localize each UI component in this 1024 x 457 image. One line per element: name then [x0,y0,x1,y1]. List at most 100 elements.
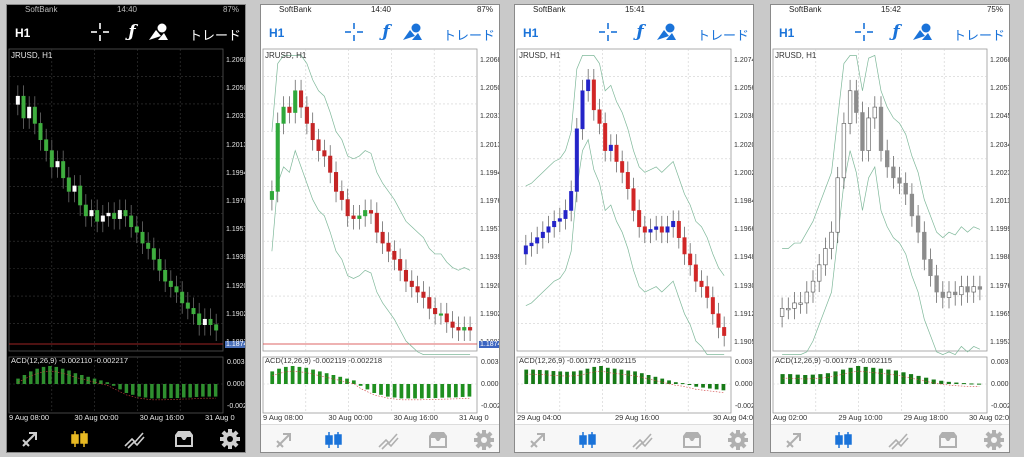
price-axis-tick: 1.2002 [734,169,754,177]
time-axis-tick: 29 Aug 16:00 [615,413,660,422]
candle [603,123,608,151]
battery-label: 87% [476,5,493,14]
settings-icon[interactable] [219,429,241,449]
objects-icon[interactable] [401,21,423,43]
price-chart[interactable]: JRUSD, H1 ACD(12,26,9) -0.001773 -0.0021… [771,47,1010,424]
macd-bar [131,384,135,395]
trade-button[interactable]: トレード [188,28,241,43]
quotes-icon[interactable] [783,430,805,450]
candle [557,218,562,222]
macd-axis-tick: 0.000 [481,381,499,388]
time-axis-tick: 29 Aug 18:00 [903,413,948,422]
quotes-icon[interactable] [273,430,295,450]
macd-bar [694,384,699,387]
price-axis-tick: 1.1988 [990,254,1010,262]
history-icon[interactable] [937,430,959,450]
chart-canvas[interactable] [261,47,500,424]
settings-icon[interactable] [473,430,495,450]
candle [275,123,280,192]
price-chart[interactable]: JRUSD, H1 ACD(12,26,9) -0.002119 -0.0022… [261,47,500,424]
price-chart[interactable]: JRUSD, H1 ACD(12,26,9) -0.001773 -0.0021… [515,47,754,424]
candle [345,199,350,217]
function-icon[interactable]: ƒ [382,22,390,42]
crosshair-icon[interactable] [597,21,619,43]
candle [841,123,847,179]
macd-bar [878,368,883,384]
crosshair-icon[interactable] [343,21,365,43]
candle [928,259,933,277]
trade-button[interactable]: トレード [696,28,749,43]
quotes-icon[interactable] [527,430,549,450]
settings-icon[interactable] [727,430,749,450]
candle [129,215,134,228]
candle [357,215,362,219]
objects-icon[interactable] [911,21,933,43]
candle [779,308,785,317]
trade-icon[interactable] [123,429,145,449]
time-axis-tick: 9 Aug 08:00 [263,413,304,422]
price-axis-tick: 1.1976 [480,198,500,205]
macd-bar [60,368,65,384]
candle [523,245,528,255]
price-chart[interactable]: JRUSD, H1 ACD(12,26,9) -0.002110 -0.0022… [7,47,246,424]
timeframe-button[interactable]: H1 [269,26,285,40]
price-axis-tick: 1.1939 [480,254,500,262]
timeframe-button[interactable]: H1 [15,26,31,40]
macd-bar [419,384,424,399]
crosshair-icon[interactable] [89,21,111,43]
candle [934,275,939,293]
timeframe-button[interactable]: H1 [779,26,795,40]
price-axis-tick: 1.1976 [990,282,1010,290]
candle [72,185,77,192]
function-icon[interactable]: ƒ [892,22,900,42]
status-bar: SoftBank 15:41 [515,5,753,15]
history-icon[interactable] [173,429,195,449]
macd-bar [924,377,929,384]
chart-canvas[interactable] [7,47,246,424]
macd-bar [399,384,404,399]
time-axis-tick: 30 Aug 00:00 [328,413,373,422]
chart-canvas[interactable] [515,47,754,424]
chart-icon[interactable] [577,430,599,450]
candle [55,161,60,168]
candle [847,90,853,124]
quotes-icon[interactable] [19,429,41,449]
trade-icon[interactable] [887,430,909,450]
candle [810,280,816,293]
function-icon[interactable]: ƒ [636,22,644,42]
macd-label: ACD(12,26,9) -0.002110 -0.002217 [11,356,129,365]
timeframe-button[interactable]: H1 [523,26,539,40]
settings-icon[interactable] [983,430,1005,450]
candle [95,210,100,222]
macd-label: ACD(12,26,9) -0.001773 -0.002115 [775,356,893,365]
objects-icon[interactable] [655,21,677,43]
candle [705,286,710,298]
candle [682,237,687,255]
trade-icon[interactable] [631,430,653,450]
crosshair-icon[interactable] [853,21,875,43]
objects-icon[interactable] [147,21,169,43]
candle [438,313,443,316]
candle [49,150,54,168]
history-icon[interactable] [427,430,449,450]
chart-icon[interactable] [323,430,345,450]
macd-bar [440,384,445,398]
price-axis-tick: 1.1965 [990,310,1010,318]
candle [535,237,540,244]
chart-canvas[interactable] [771,47,1010,424]
candle [328,155,333,173]
candle [32,106,37,124]
candle [614,144,619,162]
price-axis-tick: 1.2031 [226,113,246,121]
chart-icon[interactable] [69,429,91,449]
function-icon[interactable]: ƒ [128,22,136,42]
trade-button[interactable]: トレード [442,28,495,43]
price-axis-tick: 1.1999 [990,226,1010,234]
symbol-label: JRUSD, H1 [775,51,817,60]
chart-icon[interactable] [833,430,855,450]
price-axis-tick: 1.1953 [990,339,1010,346]
history-icon[interactable] [681,430,703,450]
trade-icon[interactable] [377,430,399,450]
time-axis-tick: 31 Aug 0 [459,413,489,422]
trade-button[interactable]: トレード [952,28,1005,43]
